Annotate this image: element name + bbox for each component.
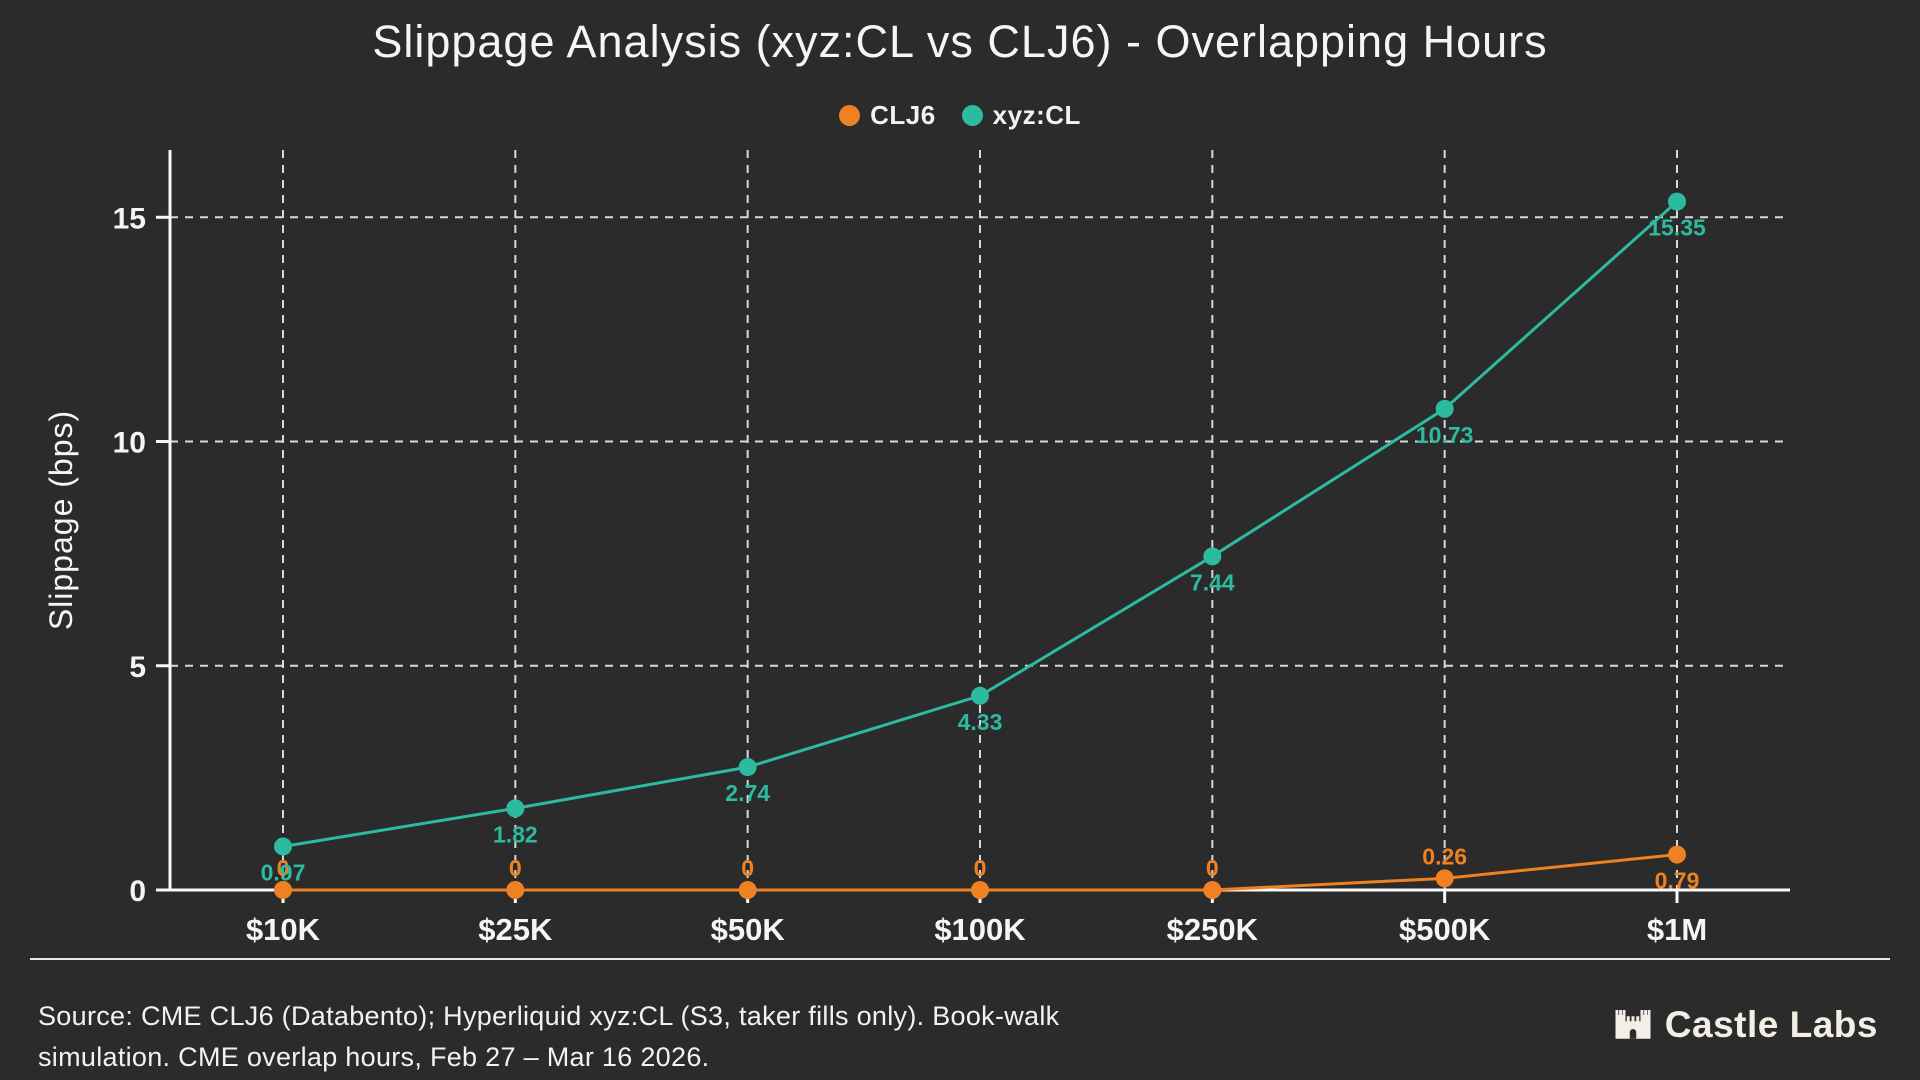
x-tick-label: $25K (478, 912, 553, 947)
legend-item-xyzcl: xyz:CL (961, 100, 1081, 131)
data-point (1203, 547, 1222, 566)
data-label: 0.97 (261, 859, 306, 885)
legend-item-clj6: CLJ6 (839, 100, 936, 131)
x-tick-label: $1M (1647, 912, 1707, 947)
data-point (506, 881, 525, 899)
data-point (1203, 881, 1222, 899)
y-tick-label: 5 (129, 651, 146, 684)
data-point (738, 758, 757, 777)
data-point (1668, 845, 1686, 864)
data-label: 2.74 (725, 780, 770, 806)
source-line-2: simulation. CME overlap hours, Feb 27 – … (38, 1042, 710, 1072)
x-tick-label: $50K (711, 912, 786, 947)
data-label: 15.35 (1648, 215, 1706, 241)
data-label: 4.33 (958, 709, 1003, 735)
data-point (1668, 192, 1686, 211)
castle-labs-logo-icon (1613, 1005, 1653, 1045)
data-label: 0 (509, 855, 522, 881)
data-label: 0.79 (1655, 868, 1700, 894)
x-tick-label: $10K (246, 912, 321, 947)
x-tick-label: $500K (1399, 912, 1491, 947)
data-label: 0.26 (1422, 843, 1467, 869)
series-line-xyzcl (282, 200, 1678, 848)
data-point (971, 881, 989, 899)
legend-label-clj6: CLJ6 (870, 100, 936, 130)
data-point (1435, 869, 1454, 888)
data-point (971, 686, 989, 705)
legend: CLJ6 xyz:CL (0, 100, 1920, 131)
brand-name: Castle Labs (1664, 1004, 1878, 1045)
data-label: 7.44 (1190, 569, 1235, 595)
data-label: 10.73 (1416, 422, 1474, 448)
source-note: Source: CME CLJ6 (Databento); Hyperliqui… (38, 996, 1059, 1078)
brand-lockup: Castle Labs (1613, 1004, 1878, 1046)
legend-dot-xyzcl (961, 105, 983, 126)
data-label: 0 (1206, 855, 1219, 881)
y-tick-label: 10 (113, 427, 146, 460)
chart-title: Slippage Analysis (xyz:CL vs CLJ6) - Ove… (372, 16, 1548, 67)
data-label: 1.82 (493, 821, 538, 847)
y-tick-label: 0 (129, 875, 146, 908)
data-point (274, 881, 292, 899)
data-label: 0 (277, 855, 290, 881)
y-axis-title: Slippage (bps) (43, 410, 79, 630)
data-label: 0 (741, 855, 754, 881)
x-tick-label: $100K (934, 912, 1026, 947)
data-point (1435, 399, 1454, 418)
legend-label-xyzcl: xyz:CL (992, 100, 1081, 130)
data-label: 0 (974, 855, 987, 881)
legend-dot-clj6 (839, 105, 861, 126)
y-tick-label: 15 (113, 202, 146, 235)
data-point (274, 837, 292, 856)
footer-divider (30, 958, 1890, 960)
data-point (738, 881, 757, 899)
data-point (506, 799, 525, 818)
source-line-1: Source: CME CLJ6 (Databento); Hyperliqui… (38, 1001, 1060, 1031)
x-tick-label: $250K (1167, 912, 1259, 947)
